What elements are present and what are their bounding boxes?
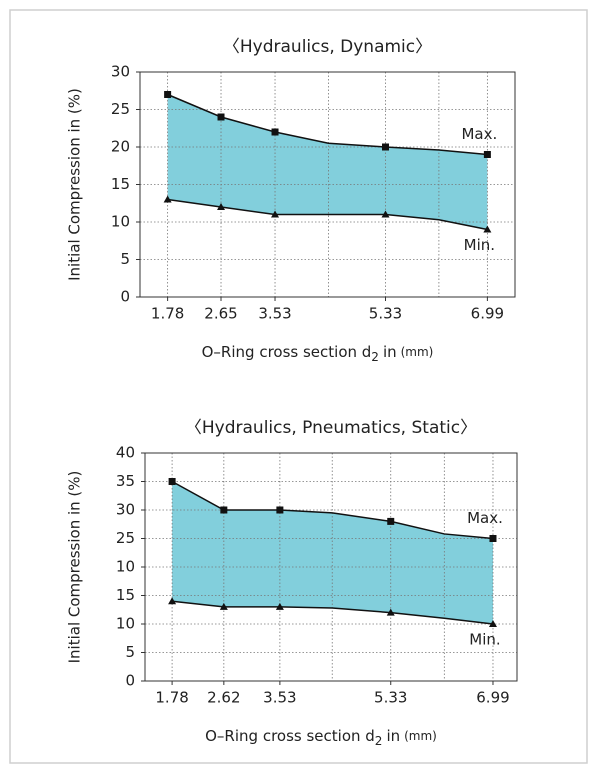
y-tick-label: 15 [111,175,130,193]
series-label: Min. [469,631,500,649]
marker [271,128,279,136]
marker [386,608,395,616]
x-axis-label-main: O–Ring cross section d [202,343,372,361]
y-axis-label: Initial Compression in (%) [66,88,84,281]
x-axis-label-sub: 2 [371,350,379,364]
y-tick-label: 0 [125,672,135,690]
marker [163,195,172,203]
marker [483,151,491,158]
marker [168,478,176,485]
chart-title: 〈Hydraulics, Pneumatics, Static〉 [185,418,477,438]
marker [164,91,172,98]
marker [381,210,390,218]
marker [381,143,389,151]
x-tick-label: 2.65 [204,305,237,323]
x-axis-label-main: O–Ring cross section d [205,727,375,745]
y-tick-label: 10 [116,615,135,633]
marker [483,225,492,233]
x-axis-label-unit: (mm) [401,345,434,359]
x-axis-label-sub: 2 [375,734,383,748]
x-tick-label: 2.62 [207,689,240,707]
y-axis-label: Initial Compression in (%) [66,471,84,664]
marker [488,620,497,627]
y-tick-label: 20 [111,138,130,156]
marker [276,506,284,514]
series-label: Max. [461,125,497,143]
y-tick-label: 30 [111,63,130,81]
x-tick-label: 5.33 [374,689,407,707]
series-label: Max. [467,509,503,527]
x-axis-label-unit: (mm) [404,729,437,743]
marker [219,602,228,610]
y-tick-label: 25 [116,529,135,547]
y-tick-label: 40 [116,444,135,462]
y-tick-label: 5 [120,250,130,268]
x-axis-label-tail: in [386,727,400,745]
x-axis-label: O–Ring cross section d2 in (mm) [202,343,434,364]
x-tick-label: 6.99 [476,689,509,707]
marker [220,506,228,514]
y-tick-label: 25 [111,100,130,118]
x-tick-label: 3.53 [258,305,291,323]
y-tick-label: 30 [116,501,135,519]
y-tick-label: 5 [125,643,135,661]
marker [271,210,280,218]
y-tick-label: 35 [116,472,135,490]
x-tick-label: 1.78 [155,689,188,707]
marker [217,113,225,121]
x-tick-label: 5.33 [369,305,402,323]
y-tick-label: 10 [116,558,135,576]
x-tick-label: 6.99 [471,305,504,323]
y-tick-label: 10 [111,213,130,231]
marker [489,535,497,542]
range-fill [167,94,488,230]
y-tick-label: 0 [120,288,130,306]
chart-title: 〈Hydraulics, Dynamic〉 [223,37,432,57]
marker [168,597,177,605]
range-fill [172,481,493,624]
marker [275,602,284,610]
x-tick-label: 1.78 [151,305,184,323]
x-axis-label-tail: in [383,343,397,361]
x-axis-label: O–Ring cross section d2 in (mm) [205,727,437,748]
marker [217,203,226,210]
x-tick-label: 3.53 [263,689,296,707]
y-tick-label: 15 [116,586,135,604]
series-label: Min. [464,236,495,254]
marker [387,517,395,525]
